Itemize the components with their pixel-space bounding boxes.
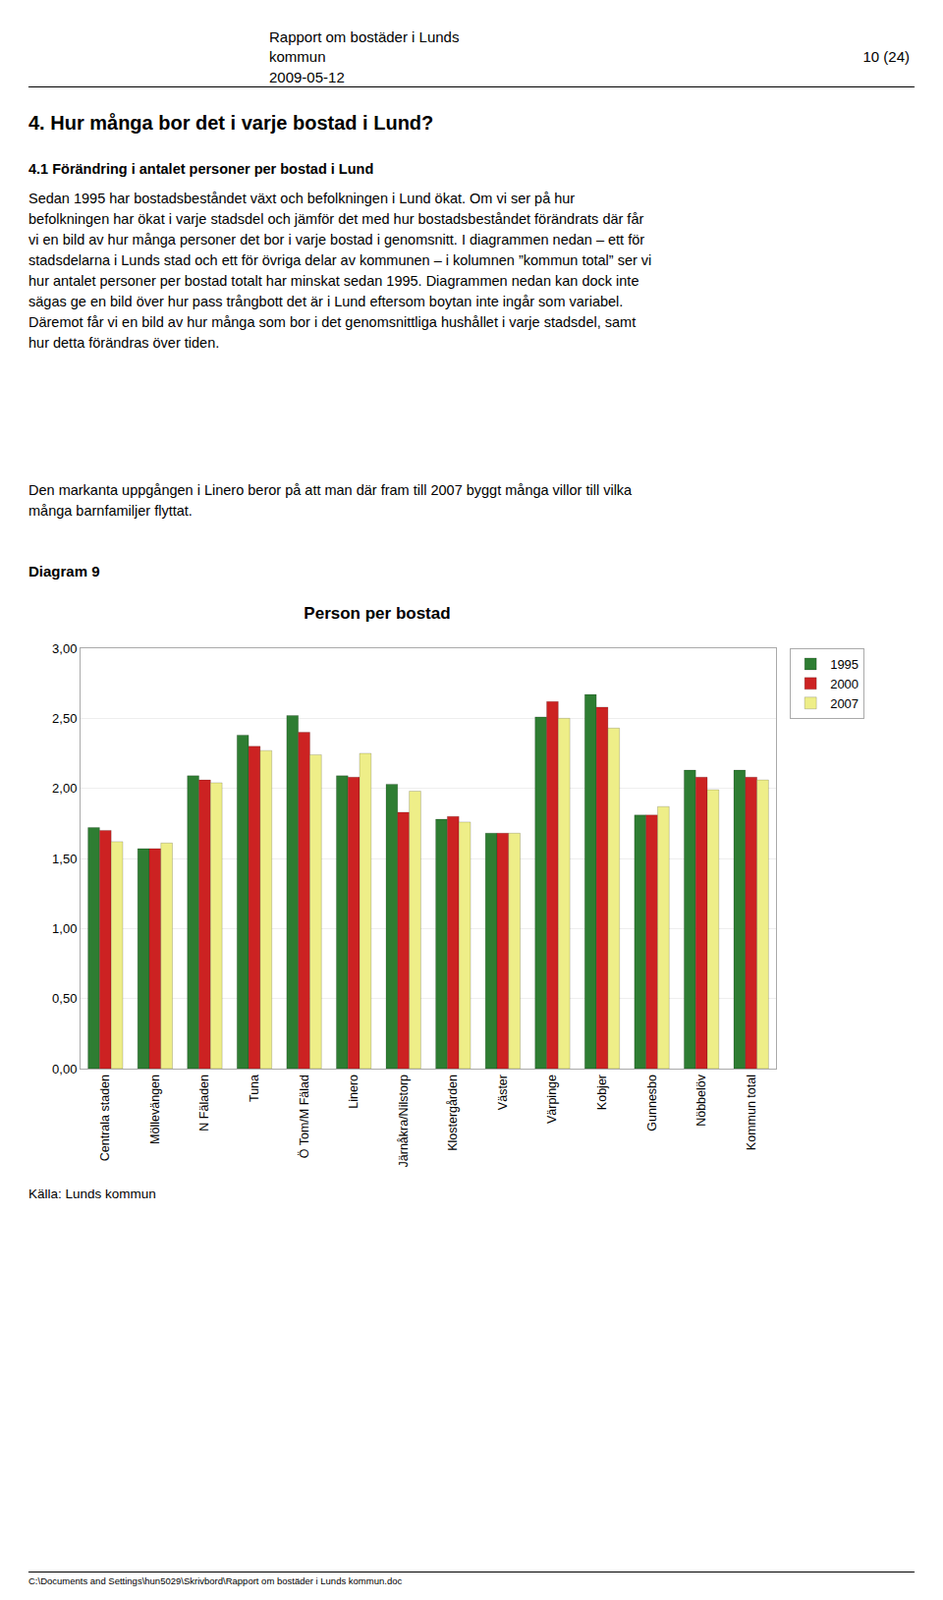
html-text:2009-05-12: 2009-05-12 xyxy=(269,68,345,86)
html-text:kommun: kommun xyxy=(269,48,326,65)
html-text:4.1 Förändring i antalet perso: 4.1 Förändring i antalet personer per bo… xyxy=(28,161,374,177)
svg-text:N Fäladen: N Fäladen xyxy=(197,1074,212,1132)
svg-text:Klostergården: Klostergården xyxy=(445,1074,460,1152)
html-text:Diagram 9: Diagram 9 xyxy=(28,562,100,580)
svg-text:1995: 1995 xyxy=(830,657,859,672)
svg-text:Kobjer: Kobjer xyxy=(595,1074,610,1110)
svg-text:0,00: 0,00 xyxy=(52,1061,77,1077)
svg-text:0,50: 0,50 xyxy=(52,991,77,1006)
html-text:C:\Documents and Settings\hun5: C:\Documents and Settings\hun5029\Skrivb… xyxy=(28,1575,402,1587)
html-text:10 (24): 10 (24) xyxy=(862,48,910,65)
svg-text:Linero: Linero xyxy=(346,1074,361,1110)
svg-text:2,00: 2,00 xyxy=(52,780,77,796)
svg-text:Ö Tom/M Fälad: Ö Tom/M Fälad xyxy=(297,1074,312,1159)
html-text:Den markanta uppgången i Liner: Den markanta uppgången i Linero beror på… xyxy=(28,482,632,519)
svg-text:Värpinge: Värpinge xyxy=(545,1074,559,1124)
svg-text:2,50: 2,50 xyxy=(52,711,77,726)
html-text:4. Hur många bor det i varje b: 4. Hur många bor det i varje bostad i Lu… xyxy=(28,111,434,134)
html-text:Sedan 1995 har bostadsbestånde: Sedan 1995 har bostadsbeståndet växt och… xyxy=(28,190,652,351)
svg-text:3,00: 3,00 xyxy=(52,641,77,657)
svg-text:Person per bostad: Person per bostad xyxy=(303,604,450,623)
svg-text:2000: 2000 xyxy=(830,676,859,692)
svg-text:Tuna: Tuna xyxy=(247,1074,262,1103)
svg-text:1,00: 1,00 xyxy=(52,921,77,937)
svg-text:Nöbbelöv: Nöbbelöv xyxy=(694,1073,709,1127)
svg-text:Väster: Väster xyxy=(496,1074,510,1110)
html-text:Rapport om bostäder i Lunds: Rapport om bostäder i Lunds xyxy=(269,28,460,46)
svg-text:Järnåkra/Nilstorp: Järnåkra/Nilstorp xyxy=(396,1074,411,1168)
svg-text:1,50: 1,50 xyxy=(52,851,77,867)
svg-text:Kommun total: Kommun total xyxy=(744,1074,759,1151)
svg-text:Möllevängen: Möllevängen xyxy=(148,1074,163,1145)
svg-text:2007: 2007 xyxy=(830,696,859,712)
html-text:Källa: Lunds kommun: Källa: Lunds kommun xyxy=(28,1186,156,1202)
svg-text:Gunnesbo: Gunnesbo xyxy=(645,1074,660,1132)
svg-text:Centrala staden: Centrala staden xyxy=(98,1074,112,1162)
